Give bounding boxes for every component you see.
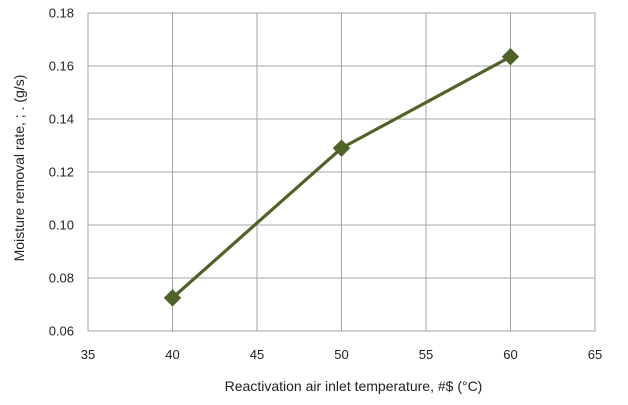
data-point-diamond	[163, 289, 182, 307]
y-tick-label: 0.12	[49, 165, 74, 180]
x-tick-label: 55	[419, 347, 433, 362]
y-tick-label: 0.18	[49, 6, 74, 21]
y-tick-label: 0.16	[49, 59, 74, 74]
x-tick-label: 45	[250, 347, 264, 362]
y-axis-label: Moisture removal rate, ; . (g/s)	[11, 75, 27, 262]
series-layer	[163, 48, 520, 307]
x-axis-label: Reactivation air inlet temperature, #$ (…	[225, 378, 483, 394]
data-point-diamond	[501, 48, 520, 66]
y-tick-label: 0.14	[49, 112, 74, 127]
x-tick-label: 60	[503, 347, 517, 362]
x-tick-label: 50	[334, 347, 348, 362]
y-tick-label: 0.06	[49, 324, 74, 339]
data-point-diamond	[332, 139, 351, 157]
y-axis-ticks: 0.06 0.08 0.10 0.12 0.14 0.16 0.18	[49, 6, 74, 339]
x-tick-label: 35	[81, 347, 95, 362]
x-axis-ticks: 35 40 45 50 55 60 65	[81, 347, 602, 362]
y-tick-label: 0.10	[49, 218, 74, 233]
plot-area-border	[87, 12, 596, 332]
x-tick-label: 40	[165, 347, 179, 362]
x-tick-label: 65	[588, 347, 602, 362]
y-tick-label: 0.08	[49, 271, 74, 286]
grid-lines	[87, 12, 596, 332]
